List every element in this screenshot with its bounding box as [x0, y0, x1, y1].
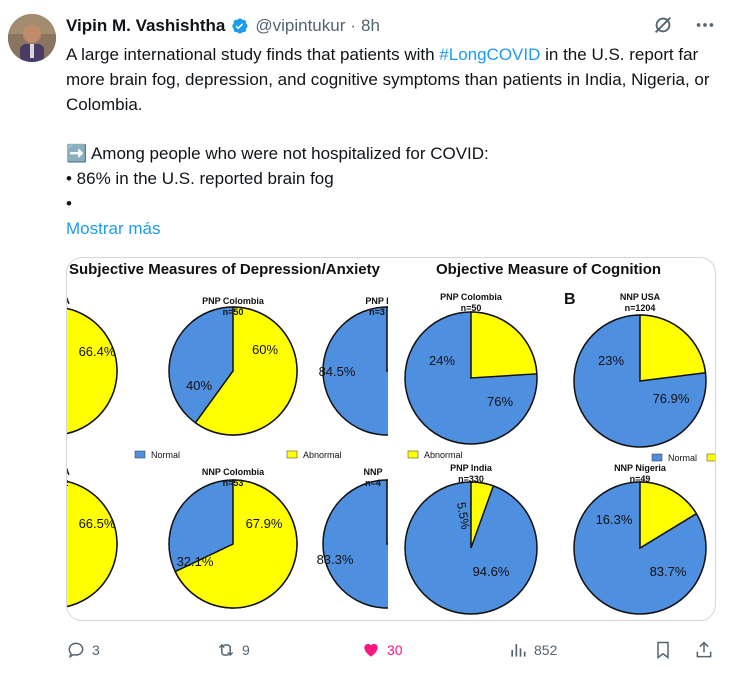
- pie-abnormal-label: 66.4%: [79, 344, 116, 359]
- share-icon: [696, 641, 712, 658]
- tweet-header: Vipin M. Vashishtha @vipintukur · 8h: [66, 15, 380, 37]
- tweet-actions: 3 9 30 852: [66, 640, 716, 664]
- pie-abnormal-slice: [67, 480, 118, 608]
- views-count: 852: [534, 642, 558, 658]
- pie-abnormal-slice: [639, 481, 698, 550]
- left-figure-title: Subjective Measures of Depression/Anxiet…: [69, 261, 381, 278]
- views-button[interactable]: 852: [508, 640, 557, 660]
- pie-group-label: NP USA: [67, 296, 70, 306]
- post-time[interactable]: 8h: [361, 16, 380, 35]
- pie-sample-size: n=3: [369, 307, 385, 317]
- pie-normal-label: 40%: [186, 378, 212, 393]
- pie-group-label: NP USA: [67, 467, 70, 477]
- pie-sample-size: n=330: [458, 474, 484, 484]
- legend-abnormal-swatch-right: [407, 450, 419, 459]
- reply-count: 3: [92, 642, 100, 658]
- bullet-2: •: [66, 194, 72, 213]
- legend-normal-label: Normal: [151, 450, 180, 460]
- pie-sample-size: n=1204: [625, 303, 656, 313]
- reply-icon: [68, 642, 84, 659]
- pie-group-label: PNP I: [365, 296, 388, 306]
- pie-normal-label: 94.6%: [473, 564, 510, 579]
- pie-group-label: PNP India: [450, 463, 493, 473]
- pie-abnormal-slice: [470, 481, 495, 549]
- bullet-1: • 86% in the U.S. reported brain fog: [66, 169, 334, 188]
- legend-abnormal-swatch-right-2: [706, 453, 715, 462]
- pie-normal-label: 83.3%: [317, 552, 354, 567]
- share-button[interactable]: [694, 640, 714, 660]
- legend-normal-swatch-right: [651, 453, 663, 462]
- pie-abnormal-label: 66.5%: [79, 516, 116, 531]
- top-actions: [652, 14, 716, 36]
- pie-abnormal-label: 23%: [598, 353, 624, 368]
- repost-button[interactable]: 9: [216, 640, 250, 660]
- views-chart-icon: [511, 644, 526, 657]
- pie-normal-label: 32.1%: [177, 554, 214, 569]
- pie-group-label: NNP Nigeria: [614, 463, 667, 473]
- tweet-paragraph-1: A large international study finds that p…: [66, 45, 710, 114]
- legend-abnormal-label: Abnormal: [303, 450, 342, 460]
- pie-sample-size: n=50: [461, 303, 482, 313]
- repost-icon: [218, 643, 234, 657]
- pie-abnormal-label: 5.5%: [454, 501, 473, 531]
- tweet-text: A large international study finds that p…: [66, 42, 716, 216]
- author-avatar[interactable]: [8, 14, 56, 62]
- legend-normal-label-right: Normal: [668, 453, 697, 463]
- bookmark-button[interactable]: [653, 640, 673, 660]
- pie-abnormal-label: 60%: [252, 342, 278, 357]
- pie-abnormal-slice: [639, 314, 707, 382]
- hashtag-link[interactable]: #LongCOVID: [439, 45, 541, 64]
- pie-abnormal-slice: [174, 479, 298, 609]
- verified-badge-icon: [229, 16, 249, 36]
- pie-normal-label: 76.9%: [653, 391, 690, 406]
- pie-sample-size: n=1282: [67, 478, 68, 488]
- author-name[interactable]: Vipin M. Vashishtha: [66, 16, 226, 35]
- tweet-paragraph-2: ➡️ Among people who were not hospitalize…: [66, 144, 489, 163]
- heart-icon: [364, 643, 378, 657]
- pie-abnormal-label: 67.9%: [246, 516, 283, 531]
- bookmark-icon: [657, 641, 669, 659]
- legend-abnormal-swatch: [286, 450, 298, 459]
- repost-count: 9: [242, 642, 250, 658]
- pie-sample-size: n=50: [223, 307, 244, 317]
- legend-normal-swatch: [134, 450, 146, 459]
- author-handle[interactable]: @vipintukur: [255, 16, 346, 35]
- right-figure-title: Objective Measure of Cognition: [436, 261, 661, 278]
- pie-sample-size: n=49: [630, 474, 651, 484]
- pie-abnormal-label: 24%: [429, 353, 455, 368]
- separator-dot: ·: [350, 16, 357, 35]
- legend-abnormal-label-right: Abnormal: [424, 450, 463, 460]
- more-options-icon[interactable]: [694, 14, 716, 36]
- like-button[interactable]: 30: [361, 640, 403, 660]
- pie-group-label: PNP Colombia: [440, 292, 503, 302]
- reply-button[interactable]: 3: [66, 640, 100, 660]
- pie-abnormal-slice: [470, 311, 538, 379]
- pie-normal-label: 76%: [487, 394, 513, 409]
- pie-abnormal-slice: [67, 307, 118, 435]
- pie-sample-size: n=53: [223, 478, 244, 488]
- arrow-emoji: ➡️: [66, 144, 88, 163]
- pie-normal-label: 83.7%: [650, 564, 687, 579]
- pie-group-label: NNP Colombia: [202, 467, 265, 477]
- show-more-link[interactable]: Mostrar más: [66, 219, 161, 238]
- pie-normal-label: 84.5%: [319, 364, 356, 379]
- avatar-image: [8, 14, 56, 62]
- like-count: 30: [387, 642, 403, 658]
- pie-group-label: NNP: [363, 467, 382, 477]
- pie-group-label: NNP USA: [620, 292, 661, 302]
- pie-sample-size: n=4: [365, 478, 381, 488]
- grok-icon[interactable]: [652, 14, 674, 36]
- pie-abnormal-slice: [194, 306, 298, 436]
- pie-abnormal-label: 16.3%: [596, 512, 633, 527]
- pie-group-label: PNP Colombia: [202, 296, 265, 306]
- panel-letter: B: [564, 291, 576, 308]
